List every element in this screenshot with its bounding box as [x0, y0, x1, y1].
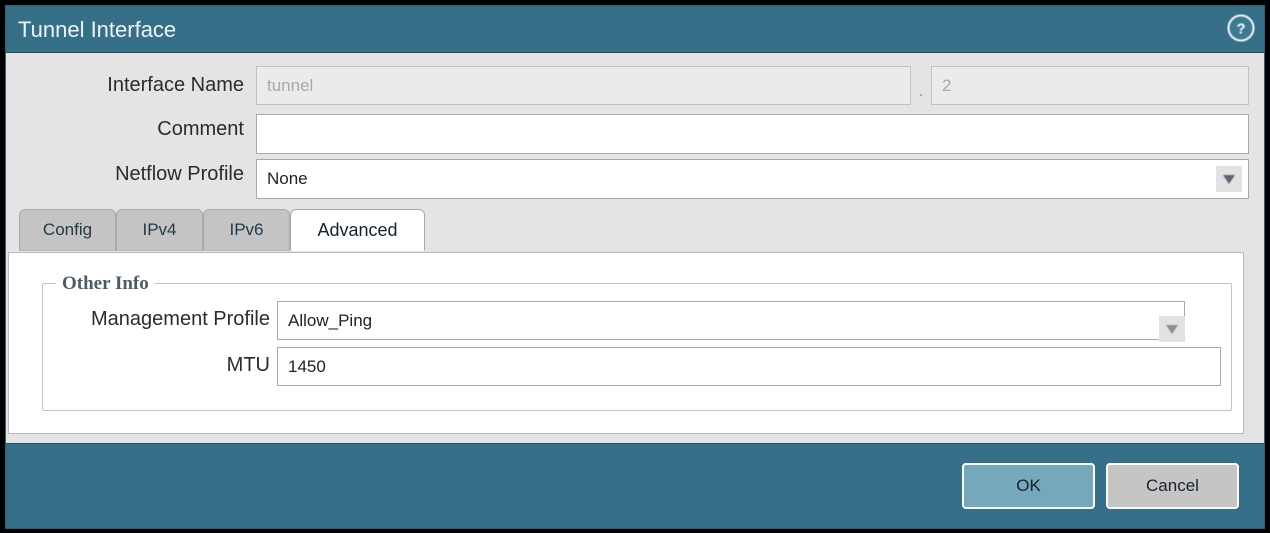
svg-text:?: ?	[1237, 21, 1246, 37]
